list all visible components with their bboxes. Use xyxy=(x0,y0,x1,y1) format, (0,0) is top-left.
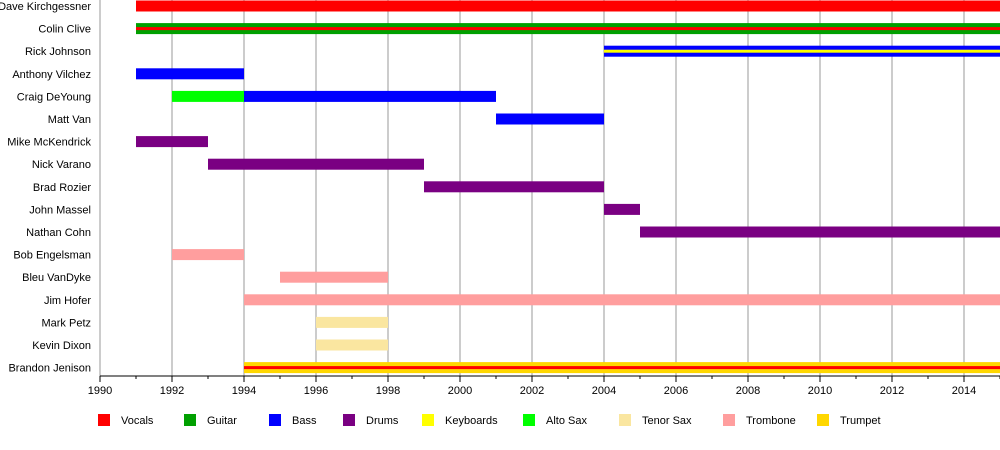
bar-mike-mckendrick-0 xyxy=(136,136,208,148)
bar-mark-petz-0 xyxy=(316,316,388,328)
legend: Vocals Guitar Bass Drums Keyboards Alto Sax Te… xyxy=(98,414,881,427)
legend-label-trombone: Trombone xyxy=(746,415,796,427)
member-bars xyxy=(136,0,1000,374)
x-tick-label-2004: 2004 xyxy=(592,385,616,397)
x-tick-label-2012: 2012 xyxy=(880,385,904,397)
bar-kevin-dixon-0 xyxy=(316,339,388,351)
legend-label-vocals: Vocals xyxy=(121,415,154,427)
legend-swatch-trumpet xyxy=(817,414,829,426)
member-label: Colin Clive xyxy=(38,24,91,36)
legend-label-guitar: Guitar xyxy=(207,415,237,427)
x-tick-label-1994: 1994 xyxy=(232,385,256,397)
member-label: Craig DeYoung xyxy=(17,91,91,103)
x-tick-label-2010: 2010 xyxy=(808,385,832,397)
member-label: John Massel xyxy=(29,204,91,216)
bar-craig-deyoung-1 xyxy=(244,90,496,102)
bar-john-massel-0 xyxy=(604,203,640,215)
legend-label-keyboards: Keyboards xyxy=(445,415,498,427)
legend-swatch-bass xyxy=(269,414,281,426)
x-tick-label-1992: 1992 xyxy=(160,385,184,397)
x-tick-label-2014: 2014 xyxy=(952,385,976,397)
member-label: Rick Johnson xyxy=(25,46,91,58)
x-tick-label-1990: 1990 xyxy=(88,385,112,397)
legend-label-alto-sax: Alto Sax xyxy=(546,415,587,427)
member-label: Bob Engelsman xyxy=(13,250,91,262)
member-label: Brandon Jenison xyxy=(8,363,91,375)
member-label: Nick Varano xyxy=(32,159,91,171)
legend-swatch-trombone xyxy=(723,414,735,426)
member-labels: Dave Kirchgessner Colin Clive Rick Johnson… xyxy=(0,1,91,375)
legend-swatch-alto-sax xyxy=(523,414,535,426)
x-tick-label-1998: 1998 xyxy=(376,385,400,397)
bar-bob-engelsman-0 xyxy=(172,249,244,261)
legend-swatch-drums xyxy=(343,414,355,426)
legend-swatch-guitar xyxy=(184,414,196,426)
bar-stripe-brandon-jenison-0 xyxy=(244,366,1000,370)
legend-swatch-vocals xyxy=(98,414,110,426)
bar-craig-deyoung-0 xyxy=(172,90,244,102)
member-label: Kevin Dixon xyxy=(32,340,91,352)
bar-jim-hofer-0 xyxy=(244,294,1000,306)
legend-swatch-tenor-sax xyxy=(619,414,631,426)
member-label: Anthony Vilchez xyxy=(12,69,91,81)
bar-bleu-vandyke-0 xyxy=(280,271,388,283)
bar-dave-kirchgessner-0 xyxy=(136,0,1000,12)
member-label: Bleu VanDyke xyxy=(22,272,91,284)
bar-anthony-vilchez-0 xyxy=(136,68,244,80)
member-label: Mike McKendrick xyxy=(7,137,91,149)
bar-stripe-rick-johnson-0 xyxy=(604,49,1000,53)
legend-label-trumpet: Trumpet xyxy=(840,415,881,427)
bar-brad-rozier-0 xyxy=(424,181,604,193)
member-label: Jim Hofer xyxy=(44,295,91,307)
member-label: Matt Van xyxy=(48,114,91,126)
x-tick-label-2000: 2000 xyxy=(448,385,472,397)
x-axis: 1990 1992 1994 1996 1998 2000 2002 2004 2006 2008… xyxy=(88,375,1000,397)
legend-label-bass: Bass xyxy=(292,415,317,427)
legend-label-tenor-sax: Tenor Sax xyxy=(642,415,692,427)
legend-label-drums: Drums xyxy=(366,415,399,427)
x-tick-label-2006: 2006 xyxy=(664,385,688,397)
x-tick-label-2008: 2008 xyxy=(736,385,760,397)
member-label: Dave Kirchgessner xyxy=(0,1,91,13)
member-label: Nathan Cohn xyxy=(26,227,91,239)
member-label: Mark Petz xyxy=(41,317,91,329)
member-label: Brad Rozier xyxy=(33,182,91,194)
bar-nick-varano-0 xyxy=(208,158,424,170)
bar-nathan-cohn-0 xyxy=(640,226,1000,238)
bar-stripe-colin-clive-0 xyxy=(136,27,1000,31)
x-tick-label-1996: 1996 xyxy=(304,385,328,397)
x-tick-label-2002: 2002 xyxy=(520,385,544,397)
bar-matt-van-0 xyxy=(496,113,604,125)
legend-swatch-keyboards xyxy=(422,414,434,426)
